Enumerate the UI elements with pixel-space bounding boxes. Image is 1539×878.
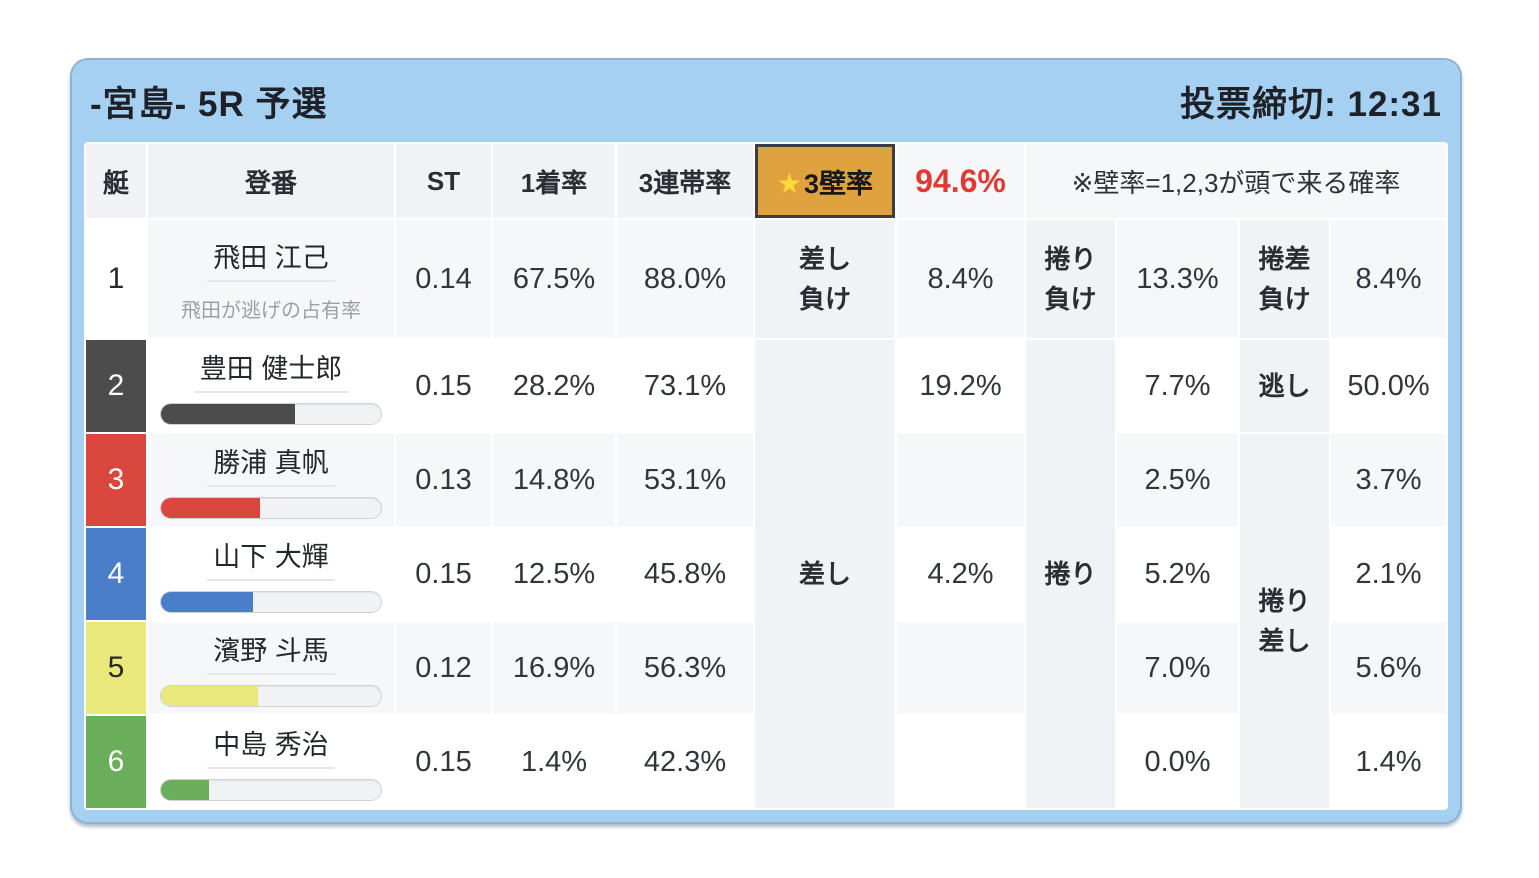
decision-value-1: 19.2%: [897, 340, 1024, 432]
label-makurizashi-group: 捲り 差し: [1240, 434, 1329, 808]
racer-name[interactable]: 飛田 江己: [207, 236, 335, 282]
progress-bar-fill: [161, 592, 254, 612]
racer-cell: 濱野 斗馬: [148, 622, 394, 714]
win-rate-value: 14.8%: [493, 434, 615, 526]
sashi-make-value: 8.4%: [897, 220, 1024, 338]
win-rate-value: 28.2%: [493, 340, 615, 432]
racer-cell: 中島 秀治: [148, 716, 394, 808]
race-panel: -宮島- 5R 予選 投票締切: 12:31 艇 登番 ST 1着率 3連帯率 …: [70, 58, 1462, 824]
racer-name[interactable]: 中島 秀治: [207, 723, 335, 769]
makuri-make-value: 13.3%: [1117, 220, 1238, 338]
top3-rate-value: 88.0%: [617, 220, 753, 338]
st-value: 0.14: [396, 220, 491, 338]
progress-bar: [160, 779, 382, 801]
table-row-boat4: 4 山下 大輝 0.15 12.5% 45.8% 4.2% 5.2% 2.1%: [86, 528, 1447, 620]
wall-rate-cell: ★3壁率: [755, 144, 895, 218]
wall-rate-value: 94.6%: [915, 162, 1006, 199]
wall-rate-label: 3壁率: [804, 168, 874, 199]
progress-bar: [160, 685, 382, 707]
st-value: 0.12: [396, 622, 491, 714]
decision-value-1: [897, 434, 1024, 526]
boat-number-cell: 5: [86, 622, 146, 714]
column-header-win-rate: 1着率: [493, 144, 615, 218]
decision-value-2: 5.2%: [1117, 528, 1238, 620]
decision-value-2: 2.5%: [1117, 434, 1238, 526]
table-row-boat1: 1 飛田 江己 飛田が逃げの占有率 0.14 67.5% 88.0% 差し 負け…: [86, 220, 1447, 338]
racer-cell: 豊田 健士郎: [148, 340, 394, 432]
racer-name[interactable]: 豊田 健士郎: [193, 347, 349, 393]
racer-cell: 勝浦 真帆: [148, 434, 394, 526]
win-rate-value: 12.5%: [493, 528, 615, 620]
st-value: 0.15: [396, 340, 491, 432]
vote-deadline: 投票締切: 12:31: [1180, 84, 1442, 124]
makurizashi-make-value: 8.4%: [1331, 220, 1447, 338]
top3-rate-value: 53.1%: [617, 434, 753, 526]
label-nigashi: 逃し: [1240, 340, 1329, 432]
win-rate-value: 16.9%: [493, 622, 615, 714]
table-row-boat2: 2 豊田 健士郎 0.15 28.2% 73.1% 差し 19.2% 捲り 7.…: [86, 340, 1447, 808]
decision-value-3: 1.4%: [1331, 716, 1447, 808]
column-header-st: ST: [396, 144, 491, 218]
label-makuri-group: 捲り: [1026, 340, 1115, 808]
wall-rate-note: ※壁率=1,2,3が頭で来る確率: [1026, 144, 1447, 218]
wall-rate-value-cell: 94.6%: [897, 144, 1024, 218]
win-rate-value: 67.5%: [493, 220, 615, 338]
label-makurizashi-make: 捲差 負け: [1240, 220, 1329, 338]
racer-name[interactable]: 濱野 斗馬: [207, 629, 335, 675]
decision-value-2: 7.7%: [1117, 340, 1238, 432]
top3-rate-value: 42.3%: [617, 716, 753, 808]
label-sashi-group: 差し: [755, 340, 895, 808]
stats-table: 艇 登番 ST 1着率 3連帯率 ★3壁率 94.6% ※壁率=1,2,3が頭で…: [84, 142, 1448, 810]
progress-bar: [160, 403, 382, 425]
label-sashi-make: 差し 負け: [755, 220, 895, 338]
decision-value-2: 0.0%: [1117, 716, 1238, 808]
racer-name[interactable]: 勝浦 真帆: [207, 441, 335, 487]
decision-value-1: 4.2%: [897, 528, 1024, 620]
stats-table-wrap: 艇 登番 ST 1着率 3連帯率 ★3壁率 94.6% ※壁率=1,2,3が頭で…: [84, 142, 1448, 810]
top3-rate-value: 73.1%: [617, 340, 753, 432]
progress-bar-fill: [161, 686, 258, 706]
table-row-boat3: 3 勝浦 真帆 0.13 14.8% 53.1% 2.5% 捲り 差し 3.7%: [86, 434, 1447, 808]
decision-value-1: [897, 622, 1024, 714]
top3-rate-value: 45.8%: [617, 528, 753, 620]
boat-number-cell: 1: [86, 220, 146, 338]
st-value: 0.15: [396, 716, 491, 808]
racer-cell: 山下 大輝: [148, 528, 394, 620]
progress-bar: [160, 591, 382, 613]
racer-name[interactable]: 山下 大輝: [207, 535, 335, 581]
header-row: 艇 登番 ST 1着率 3連帯率 ★3壁率 94.6% ※壁率=1,2,3が頭で…: [86, 144, 1447, 218]
decision-value-3: 5.6%: [1331, 622, 1447, 714]
race-title: -宮島- 5R 予選: [90, 84, 328, 124]
top3-rate-value: 56.3%: [617, 622, 753, 714]
win-rate-value: 1.4%: [493, 716, 615, 808]
decision-value-1: [897, 716, 1024, 808]
progress-bar-fill: [161, 498, 260, 518]
star-icon: ★: [776, 167, 803, 199]
progress-bar-fill: [161, 780, 210, 800]
boat-number-cell: 6: [86, 716, 146, 808]
label-makuri-make: 捲り 負け: [1026, 220, 1115, 338]
boat-number-cell: 4: [86, 528, 146, 620]
panel-header: -宮島- 5R 予選 投票締切: 12:31: [84, 60, 1448, 142]
table-row-boat6: 6 中島 秀治 0.15 1.4% 42.3% 0.0% 1.4%: [86, 716, 1447, 808]
boat-number-cell: 3: [86, 434, 146, 526]
racer-cell: 飛田 江己 飛田が逃げの占有率: [148, 220, 394, 338]
column-header-boat: 艇: [86, 144, 146, 218]
column-header-top3-rate: 3連帯率: [617, 144, 753, 218]
decision-value-2: 7.0%: [1117, 622, 1238, 714]
table-row-boat5: 5 濱野 斗馬 0.12 16.9% 56.3% 7.0% 5.6%: [86, 622, 1447, 714]
progress-bar: [160, 497, 382, 519]
racer-subnote: 飛田が逃げの占有率: [181, 299, 361, 322]
decision-value-3: 3.7%: [1331, 434, 1447, 526]
st-value: 0.13: [396, 434, 491, 526]
boat-number-cell: 2: [86, 340, 146, 432]
st-value: 0.15: [396, 528, 491, 620]
decision-value-3: 50.0%: [1331, 340, 1447, 432]
column-header-racer: 登番: [148, 144, 394, 218]
decision-value-3: 2.1%: [1331, 528, 1447, 620]
progress-bar-fill: [161, 404, 296, 424]
